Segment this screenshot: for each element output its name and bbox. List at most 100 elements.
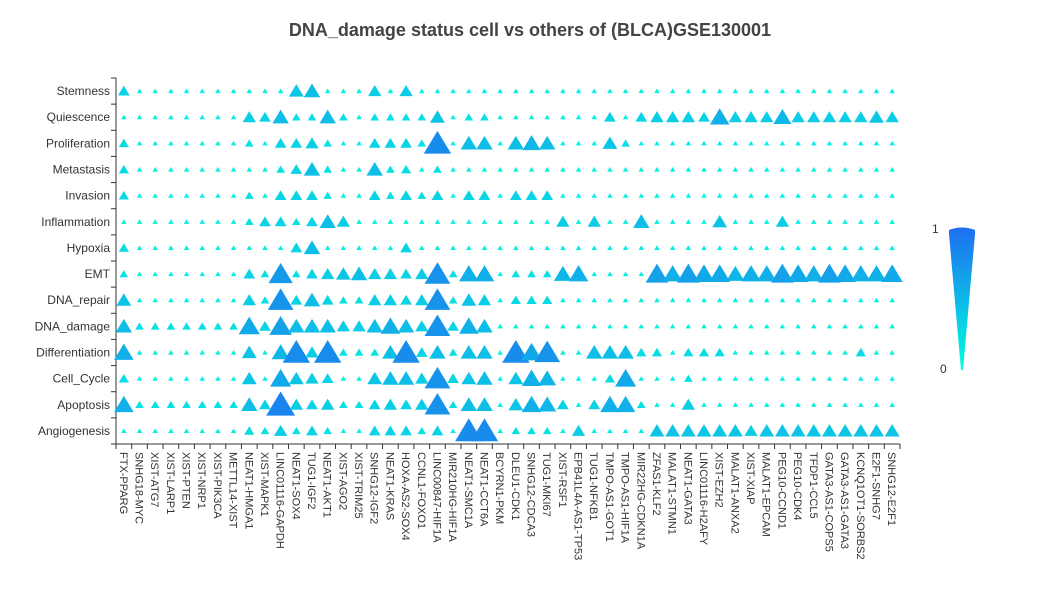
triangle-marker	[136, 114, 143, 120]
triangle-marker	[168, 166, 174, 172]
triangle-marker	[636, 400, 646, 409]
triangle-marker	[136, 245, 143, 250]
triangle-marker	[447, 373, 459, 384]
triangle-marker	[370, 348, 380, 356]
triangle-marker	[654, 166, 660, 172]
triangle-marker	[622, 428, 629, 433]
triangle-marker	[323, 165, 332, 173]
triangle-marker	[842, 376, 848, 381]
triangle-marker	[838, 111, 852, 123]
triangle-marker	[215, 219, 221, 224]
triangle-marker	[811, 166, 817, 172]
triangle-marker	[321, 373, 334, 384]
triangle-marker	[368, 190, 381, 201]
triangle-marker	[510, 295, 521, 305]
triangle-marker	[417, 191, 427, 199]
x-tick-label: MALAT1-STMN1	[666, 452, 678, 535]
triangle-marker	[119, 270, 129, 278]
triangle-marker	[649, 424, 665, 437]
triangle-marker	[889, 297, 895, 303]
triangle-marker	[600, 395, 620, 413]
x-tick-label: PEG10-CDK4	[791, 452, 803, 520]
x-tick-label: XIST-EZH2	[713, 452, 725, 508]
triangle-marker	[748, 193, 754, 198]
triangle-marker	[654, 323, 660, 329]
triangle-marker	[336, 215, 351, 227]
triangle-marker	[889, 245, 895, 250]
triangle-marker	[230, 428, 237, 433]
triangle-marker	[400, 294, 412, 305]
triangle-marker	[684, 374, 693, 382]
triangle-marker	[244, 139, 254, 147]
triangle-marker	[497, 428, 503, 433]
triangle-marker	[417, 139, 427, 147]
triangle-marker	[423, 130, 452, 154]
triangle-marker	[701, 140, 707, 146]
triangle-marker	[400, 190, 412, 201]
triangle-marker	[400, 399, 412, 410]
triangle-marker	[732, 349, 739, 355]
triangle-marker	[889, 219, 895, 224]
triangle-marker	[873, 402, 880, 407]
triangle-marker	[371, 245, 378, 250]
triangle-marker	[732, 193, 739, 198]
triangle-marker	[842, 245, 848, 250]
triangle-marker	[262, 376, 268, 381]
x-tick-label: TMPO-AS1-GOT1	[603, 452, 615, 542]
triangle-marker	[669, 297, 676, 303]
x-tick-label: NEAT1-SOX4	[289, 452, 301, 520]
triangle-marker	[168, 271, 174, 277]
triangle-marker	[199, 297, 205, 303]
triangle-marker	[136, 219, 143, 224]
x-tick-label: TMPO-AS1-HIF1A	[619, 452, 631, 544]
triangle-marker	[591, 245, 597, 250]
x-tick-label: TUG1-NFKB1	[587, 452, 599, 520]
triangle-marker	[340, 376, 347, 381]
triangle-marker	[230, 376, 237, 381]
triangle-marker	[481, 245, 488, 250]
triangle-marker	[716, 297, 723, 303]
triangle-marker	[382, 344, 399, 359]
triangle-marker	[152, 271, 158, 277]
chart-title: DNA_damage status cell vs others of (BLC…	[288, 20, 772, 40]
triangle-marker	[166, 400, 176, 409]
triangle-marker	[842, 297, 848, 303]
triangle-marker	[450, 219, 456, 224]
triangle-marker	[513, 219, 519, 224]
triangle-marker	[685, 166, 692, 172]
triangle-marker	[638, 140, 645, 146]
triangle-marker	[273, 424, 288, 436]
triangle-marker	[383, 294, 398, 306]
triangle-marker	[727, 424, 743, 437]
triangle-marker	[466, 88, 472, 94]
triangle-marker	[415, 320, 429, 332]
triangle-marker	[229, 322, 238, 330]
triangle-marker	[262, 88, 268, 94]
triangle-marker	[323, 191, 332, 199]
triangle-marker	[230, 219, 237, 224]
triangle-marker	[340, 193, 347, 198]
triangle-marker	[622, 114, 629, 120]
triangle-marker	[822, 424, 837, 437]
triangle-marker	[266, 391, 296, 416]
triangle-marker	[650, 111, 664, 123]
triangle-marker	[183, 140, 190, 146]
triangle-marker	[466, 166, 472, 172]
triangle-marker	[213, 322, 223, 330]
y-tick-label: Cell_Cycle	[53, 372, 111, 386]
triangle-marker	[459, 265, 479, 282]
triangle-marker	[324, 245, 331, 250]
x-tick-label: MALAT1-ANXA2	[728, 452, 740, 534]
triangle-marker	[732, 219, 739, 224]
triangle-marker	[744, 111, 758, 123]
triangle-marker	[873, 193, 880, 198]
triangle-marker	[497, 193, 503, 198]
triangle-marker	[497, 114, 503, 120]
triangle-marker	[114, 343, 134, 360]
triangle-marker	[386, 113, 395, 121]
x-tick-label: MIR210HG-HIF1A	[446, 452, 458, 543]
triangle-marker	[199, 140, 205, 146]
triangle-marker	[826, 219, 833, 224]
triangle-marker	[513, 323, 519, 329]
triangle-marker	[292, 270, 301, 278]
